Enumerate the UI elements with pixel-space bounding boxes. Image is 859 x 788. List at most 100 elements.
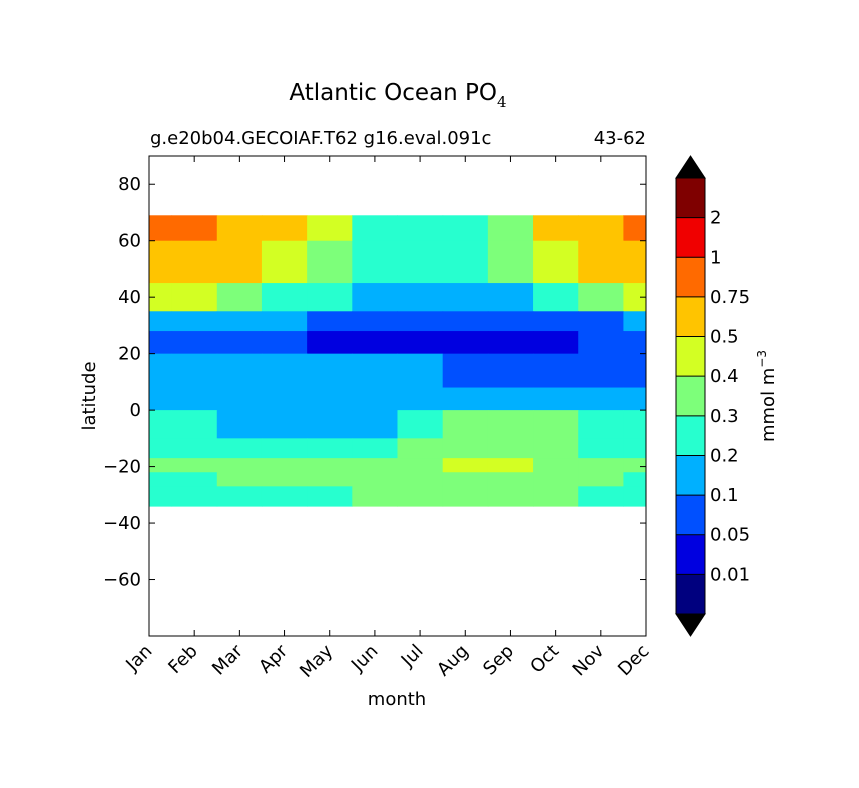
colorbar-segment xyxy=(676,574,705,615)
contour-cell xyxy=(171,486,218,507)
colorbar-segment xyxy=(676,534,705,575)
y-tick-label: 40 xyxy=(118,287,141,308)
x-tick-label: Feb xyxy=(164,641,201,678)
contour-cell xyxy=(623,458,647,473)
colorbar-segment xyxy=(676,217,705,258)
contour-cell xyxy=(623,387,647,411)
contour-cell xyxy=(623,410,647,439)
contour-cell xyxy=(261,387,308,411)
contour-cell xyxy=(171,472,218,487)
contour-cell xyxy=(533,311,579,332)
contour-cell xyxy=(171,331,218,355)
y-tick-label: 0 xyxy=(130,400,141,421)
x-tick-label: Mar xyxy=(208,640,247,679)
colorbar-tick-label: 0.75 xyxy=(710,287,750,308)
contour-cell xyxy=(578,311,624,332)
contour-cell xyxy=(307,387,353,411)
contour-cell xyxy=(149,353,173,389)
x-tick-label: May xyxy=(296,640,337,681)
contour-cell xyxy=(261,331,308,355)
y-tick-label: 20 xyxy=(118,344,141,365)
contour-cell xyxy=(307,472,353,487)
y-tick-label: −60 xyxy=(103,570,141,591)
contour-cell xyxy=(487,387,534,411)
colorbar-segment xyxy=(676,296,705,337)
contour-cell xyxy=(397,387,444,411)
contour-cell xyxy=(397,458,444,473)
contour-cell xyxy=(623,240,647,284)
contour-cell xyxy=(623,283,647,312)
contour-cell xyxy=(487,215,534,242)
contour-cell xyxy=(442,311,489,332)
contour-cell xyxy=(533,486,579,507)
contour-cell xyxy=(352,283,398,312)
contour-cell xyxy=(442,331,489,355)
contour-cell xyxy=(216,353,263,389)
colorbar-label-exponent: −3 xyxy=(755,350,769,368)
contour-cell xyxy=(149,331,173,355)
contour-cell xyxy=(578,215,624,242)
contour-cell xyxy=(578,240,624,284)
contour-cell xyxy=(352,311,398,332)
colorbar-segment xyxy=(676,376,705,417)
contour-cell xyxy=(261,438,308,459)
contour-cell xyxy=(487,486,534,507)
y-tick-label: −40 xyxy=(103,513,141,534)
contour-cell xyxy=(352,240,398,284)
contour-cell xyxy=(307,240,353,284)
contour-cell xyxy=(307,283,353,312)
contour-cell xyxy=(149,410,173,439)
contour-cell xyxy=(261,472,308,487)
contour-cell xyxy=(149,486,173,507)
contour-cell xyxy=(487,331,534,355)
chart-subtitle-left: g.e20b04.GECOIAF.T62 g16.eval.091c xyxy=(150,128,491,149)
y-tick-label: −20 xyxy=(103,457,141,478)
contour-cell xyxy=(216,311,263,332)
contour-cell xyxy=(149,472,173,487)
x-tick-label: Jan xyxy=(121,641,156,676)
contour-cell xyxy=(623,311,647,332)
contour-cell xyxy=(352,438,398,459)
contour-cell xyxy=(149,215,173,242)
y-tick-label: 60 xyxy=(118,231,141,252)
colorbar-tick-label: 0.4 xyxy=(710,366,739,387)
contour-cell xyxy=(578,387,624,411)
contour-cell xyxy=(397,438,444,459)
contour-cell xyxy=(216,240,263,284)
colorbar-label: mmol m−3 xyxy=(755,350,779,442)
contour-cell xyxy=(442,438,489,459)
contour-cell xyxy=(216,387,263,411)
contour-cell xyxy=(487,458,534,473)
contour-cell xyxy=(487,353,534,389)
contour-cell xyxy=(533,387,579,411)
x-tick-label: Dec xyxy=(614,641,653,680)
contour-cell xyxy=(487,283,534,312)
colorbar-frame xyxy=(675,177,706,615)
contour-cell xyxy=(216,283,263,312)
x-tick-label: Oct xyxy=(526,641,563,678)
contour-cell xyxy=(623,215,647,242)
contour-cell xyxy=(397,486,444,507)
contour-cell xyxy=(149,283,173,312)
contour-cell xyxy=(149,240,173,284)
colorbar-tick-label: 0.05 xyxy=(710,525,750,546)
contour-cell xyxy=(397,240,444,284)
contour-bands xyxy=(149,215,647,507)
x-tick-label: Sep xyxy=(479,641,518,680)
colorbar-segment xyxy=(676,257,705,298)
contour-cell xyxy=(352,353,398,389)
contour-cell xyxy=(307,331,353,355)
x-tick-label: Jul xyxy=(397,641,428,672)
x-tick-label: Nov xyxy=(569,640,609,680)
contour-cell xyxy=(623,486,647,507)
contour-cell xyxy=(533,283,579,312)
contour-cell xyxy=(533,331,579,355)
contour-cell xyxy=(307,353,353,389)
contour-cell xyxy=(216,410,263,439)
contour-cell xyxy=(149,458,173,473)
contour-cell xyxy=(171,410,218,439)
contour-cell xyxy=(442,283,489,312)
plot-frame xyxy=(148,155,647,637)
contour-cell xyxy=(171,458,218,473)
contour-cell xyxy=(533,240,579,284)
